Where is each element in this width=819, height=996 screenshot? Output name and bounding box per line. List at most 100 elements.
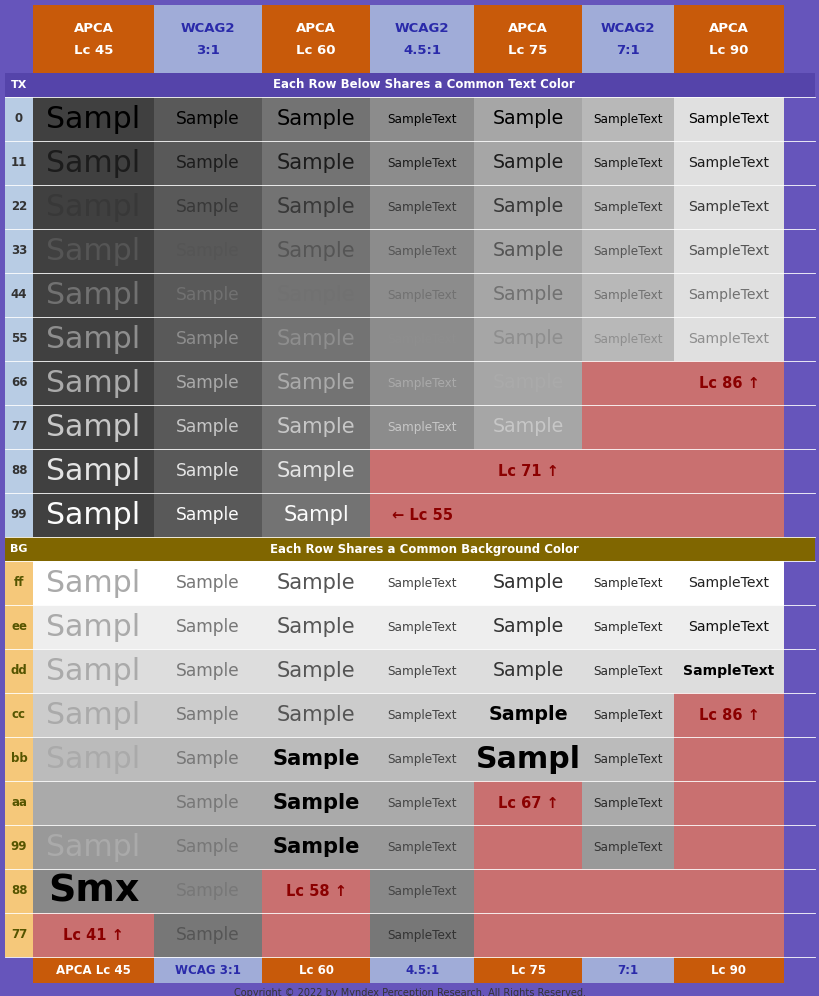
Bar	[581, 405, 673, 449]
Text: APCA: APCA	[296, 22, 336, 35]
Text: Sampl: Sampl	[47, 569, 141, 598]
Text: Sample: Sample	[277, 705, 355, 725]
Bar	[673, 273, 783, 317]
Bar	[262, 405, 369, 449]
Bar	[473, 229, 581, 273]
Text: Sampl: Sampl	[47, 192, 141, 221]
Text: SampleText: SampleText	[593, 708, 662, 721]
Bar	[473, 913, 581, 957]
Bar	[154, 493, 262, 537]
Bar	[5, 913, 33, 957]
Text: ff: ff	[14, 577, 25, 590]
Bar	[5, 361, 33, 405]
Text: SampleText: SampleText	[593, 577, 662, 590]
Bar	[33, 957, 154, 983]
Bar	[369, 5, 473, 73]
Bar	[262, 561, 369, 605]
Text: Sample: Sample	[176, 374, 240, 392]
Bar	[33, 141, 154, 185]
Text: Sample: Sample	[176, 750, 240, 768]
Text: Copyright © 2022 by Myndex Perception Research. All Rights Reserved.: Copyright © 2022 by Myndex Perception Re…	[233, 988, 586, 996]
Bar	[369, 781, 473, 825]
Bar	[369, 869, 473, 913]
Text: SampleText: SampleText	[387, 621, 456, 633]
Text: SampleText: SampleText	[387, 664, 456, 677]
Text: SampleText: SampleText	[387, 244, 456, 258]
Bar	[673, 693, 783, 737]
Bar	[5, 73, 814, 97]
Text: Sampl: Sampl	[47, 148, 141, 177]
Bar	[33, 97, 154, 141]
Text: SampleText: SampleText	[593, 333, 662, 346]
Bar	[262, 141, 369, 185]
Bar	[369, 737, 473, 781]
Bar	[262, 493, 369, 537]
Text: Sample: Sample	[277, 417, 355, 437]
Text: Sample: Sample	[277, 241, 355, 261]
Text: 66: 66	[11, 376, 27, 389]
Bar	[33, 605, 154, 649]
Bar	[5, 185, 33, 229]
Text: Sample: Sample	[176, 110, 240, 128]
Text: Sample: Sample	[491, 618, 563, 636]
Text: 88: 88	[11, 464, 27, 477]
Text: Sampl: Sampl	[47, 789, 141, 818]
Text: SampleText: SampleText	[593, 841, 662, 854]
Bar	[673, 141, 783, 185]
Bar	[473, 141, 581, 185]
Text: Sample: Sample	[277, 329, 355, 349]
Text: bb: bb	[11, 753, 27, 766]
Bar	[473, 405, 581, 449]
Bar	[5, 449, 33, 493]
Text: BG: BG	[11, 544, 28, 554]
Bar	[473, 649, 581, 693]
Text: SampleText: SampleText	[688, 576, 768, 590]
Bar	[673, 605, 783, 649]
Bar	[673, 405, 783, 449]
Bar	[33, 825, 154, 869]
Bar	[673, 493, 783, 537]
Text: cc: cc	[12, 708, 26, 721]
Text: TX: TX	[11, 80, 27, 90]
Text: Sample: Sample	[491, 661, 563, 680]
Text: Sampl: Sampl	[47, 656, 141, 685]
Bar	[369, 273, 473, 317]
Bar	[5, 605, 33, 649]
Bar	[473, 957, 581, 983]
Text: SampleText: SampleText	[688, 200, 768, 214]
Bar	[581, 825, 673, 869]
Bar	[473, 825, 581, 869]
Text: Sampl: Sampl	[47, 412, 141, 441]
Bar	[5, 97, 33, 141]
Bar	[369, 493, 473, 537]
Bar	[473, 97, 581, 141]
Bar	[154, 957, 262, 983]
Bar	[262, 317, 369, 361]
Text: Sampl: Sampl	[475, 744, 580, 774]
Text: SampleText: SampleText	[387, 289, 456, 302]
Bar	[262, 185, 369, 229]
Bar	[154, 825, 262, 869]
Bar	[369, 449, 473, 493]
Text: 11: 11	[11, 156, 27, 169]
Text: Sampl: Sampl	[47, 105, 141, 133]
Bar	[581, 141, 673, 185]
Text: Sample: Sample	[176, 926, 240, 944]
Bar	[369, 605, 473, 649]
Bar	[673, 449, 783, 493]
Text: 7:1: 7:1	[616, 44, 639, 57]
Bar	[262, 693, 369, 737]
Text: Sample: Sample	[277, 153, 355, 173]
Text: Sample: Sample	[272, 837, 360, 857]
Bar	[473, 693, 581, 737]
Text: Sample: Sample	[176, 286, 240, 304]
Text: APCA Lc 45: APCA Lc 45	[56, 963, 131, 976]
Text: SampleText: SampleText	[593, 244, 662, 258]
Text: Sample: Sample	[491, 374, 563, 392]
Text: Sample: Sample	[277, 573, 355, 593]
Bar	[5, 229, 33, 273]
Text: SampleText: SampleText	[387, 841, 456, 854]
Bar	[5, 781, 33, 825]
Bar	[369, 825, 473, 869]
Text: WCAG2: WCAG2	[394, 22, 449, 35]
